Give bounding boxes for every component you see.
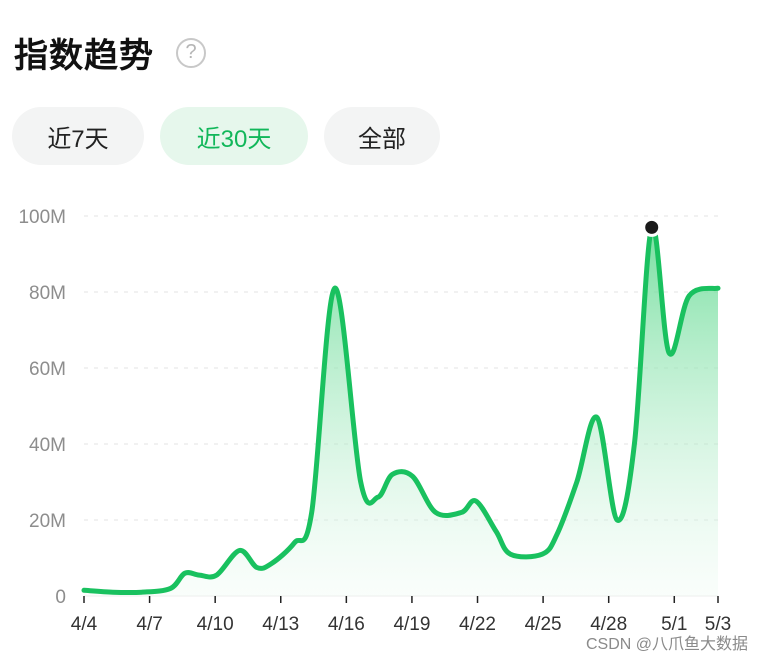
x-tick-label: 4/28 [590,614,627,630]
y-tick-label: 80M [29,283,66,304]
y-tick-label: 100M [18,207,66,228]
range-tabs: 近7天 近30天 全部 [12,107,456,165]
x-tick-label: 4/19 [393,614,430,630]
watermark: CSDN @八爪鱼大数据 [585,636,748,653]
x-tick-label: 4/4 [71,614,98,630]
x-tick-label: 4/16 [328,614,365,630]
series-line [81,223,721,596]
tab-30-days[interactable]: 近30天 [160,107,308,165]
y-tick-label: 0 [55,587,66,608]
tab-7-days[interactable]: 近7天 [12,107,144,165]
x-tick-label: 4/7 [136,614,162,630]
x-tick-label: 4/10 [197,614,234,630]
question-circle-icon[interactable]: ? [176,37,206,68]
y-tick-label: 40M [29,435,66,456]
x-tick-label: 4/25 [525,614,562,630]
page-title: 指数趋势 [14,37,154,75]
tab-all[interactable]: 全部 [324,107,440,165]
x-tick-label: 4/13 [262,614,299,630]
x-tick-label: 4/22 [459,614,496,630]
peak-marker[interactable] [642,217,662,237]
x-tick-label: 5/3 [705,614,731,630]
trend-chart: 0 20M 40M 60M 80M 100M 4/4 4/7 4/10 4/13 4/16 4/19… [18,207,731,630]
series-area [84,226,718,596]
y-tick-label: 60M [29,359,66,380]
chart-header: 指数趋势 ? [14,28,206,77]
x-tick-label: 5/1 [661,614,687,630]
y-tick-label: 20M [29,511,66,532]
